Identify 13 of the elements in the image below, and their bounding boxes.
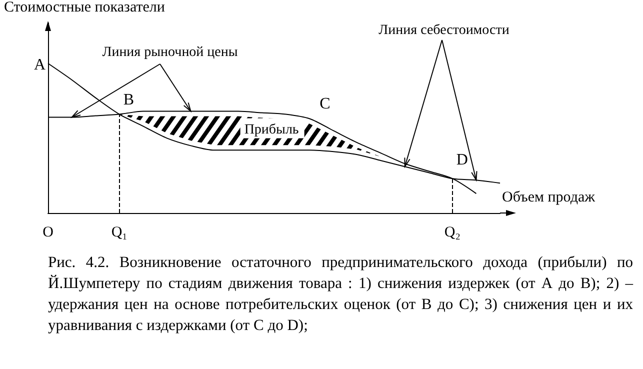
annotation: C [320, 96, 330, 113]
text: A [34, 56, 46, 74]
x-tick-label: Q₂ [444, 224, 460, 240]
annotation: D [456, 152, 468, 169]
x-tick-label: Q₁ [111, 224, 128, 240]
x-tick-label: O [42, 224, 54, 240]
text: Линия себестоимости [378, 23, 510, 38]
annotation: B [123, 91, 134, 108]
text: Линия рыночной цены [102, 45, 238, 60]
text: Рис. 4.2. Возникновение остаточного предпринимательского дохода (прибыли) по Й.Шумпетеру по стадиям движения товара : 1) снижения издержек (от А до В); 2) – удержания цен на основе потребительских оценок (от В до С); 3) снижения цен и их уравнивания с издержками (от С до D); [48, 253, 633, 336]
annotation: Прибыль [244, 122, 299, 138]
x-axis-title: Объем продаж [502, 190, 596, 206]
y-axis-title: Стоимостные показатели [4, 0, 165, 16]
